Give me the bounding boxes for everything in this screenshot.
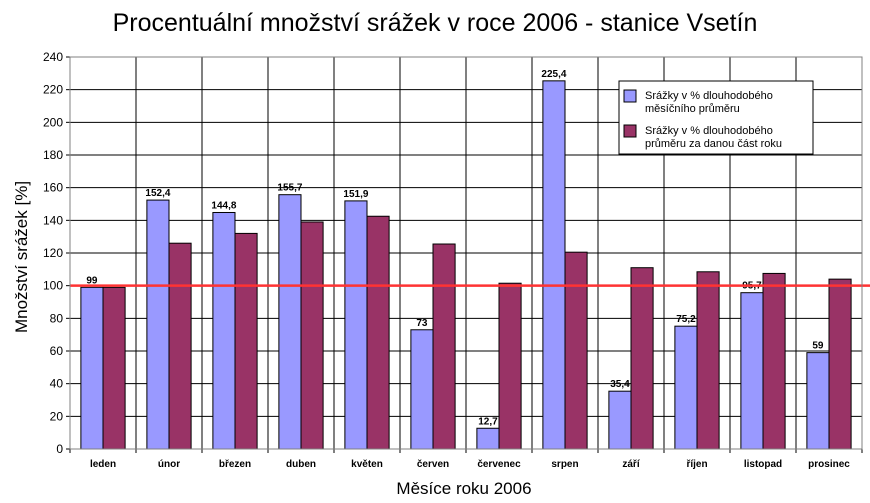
bar-series-1-červen bbox=[410, 329, 434, 450]
data-label: 59 bbox=[812, 341, 824, 352]
bar-series-2-srpen bbox=[564, 251, 588, 450]
bar-series-2-prosinec bbox=[828, 278, 852, 450]
bar-series-1-květen bbox=[344, 200, 368, 450]
y-tick-label: 140 bbox=[43, 213, 63, 227]
data-label: 73 bbox=[416, 318, 428, 329]
legend-label: Srážky v % dlouhodobého bbox=[645, 125, 773, 137]
y-tick-label: 20 bbox=[50, 409, 64, 423]
bar-series-2-duben bbox=[300, 221, 324, 450]
x-tick-label: prosinec bbox=[808, 459, 850, 470]
bar-series-2-leden bbox=[102, 286, 126, 450]
x-tick-label: duben bbox=[286, 459, 316, 470]
x-tick-label: červen bbox=[417, 459, 449, 470]
x-tick-label: listopad bbox=[744, 459, 782, 470]
y-tick-label: 220 bbox=[43, 83, 63, 97]
bar-series-1-srpen bbox=[542, 80, 566, 450]
x-tick-label: říjen bbox=[686, 459, 707, 470]
y-axis-title: Množství srážek [%] bbox=[12, 181, 31, 333]
x-tick-label: září bbox=[622, 459, 640, 470]
chart-title: Procentuální množství srážek v roce 2006… bbox=[113, 9, 758, 37]
bar-series-1-prosinec bbox=[806, 352, 830, 450]
bar-series-1-říjen bbox=[674, 325, 698, 450]
x-axis-title: Měsíce roku 2006 bbox=[396, 479, 531, 498]
bar-series-1-listopad bbox=[740, 292, 764, 450]
bar-series-1-leden bbox=[80, 286, 104, 450]
x-tick-label: červenec bbox=[477, 459, 521, 470]
legend-label: Srážky v % dlouhodobého bbox=[645, 90, 773, 102]
bar-series-2-září bbox=[630, 267, 654, 450]
data-label: 99 bbox=[86, 275, 98, 286]
legend-swatch-series-2 bbox=[623, 124, 637, 138]
y-tick-label: 180 bbox=[43, 148, 63, 162]
data-label: 225,4 bbox=[541, 69, 566, 80]
legend-swatch-series-1 bbox=[623, 89, 637, 103]
bar-series-2-květen bbox=[366, 215, 390, 450]
legend-label: měsíčního průměru bbox=[645, 103, 740, 115]
y-tick-label: 200 bbox=[43, 115, 63, 129]
data-label: 12,7 bbox=[478, 416, 498, 427]
data-label: 151,9 bbox=[343, 189, 368, 200]
bar-series-2-listopad bbox=[762, 272, 786, 450]
bar-series-1-březen bbox=[212, 211, 236, 450]
bar-series-2-červen bbox=[432, 243, 456, 450]
bar-series-2-březen bbox=[234, 232, 258, 450]
bar-series-2-únor bbox=[168, 242, 192, 450]
bar-series-2-říjen bbox=[696, 271, 720, 450]
plot-frame bbox=[69, 56, 863, 450]
y-tick-label: 80 bbox=[50, 311, 64, 325]
x-tick-label: únor bbox=[158, 459, 180, 470]
y-tick-label: 120 bbox=[43, 246, 63, 260]
x-tick-label: srpen bbox=[551, 459, 578, 470]
legend-label: průměru za danou část roku bbox=[645, 138, 782, 150]
y-tick-label: 40 bbox=[50, 377, 64, 391]
data-label: 35,4 bbox=[610, 379, 630, 390]
y-tick-label: 0 bbox=[56, 442, 63, 456]
data-label: 75,2 bbox=[676, 314, 696, 325]
y-tick-label: 100 bbox=[43, 279, 63, 293]
legend-box bbox=[618, 80, 814, 155]
x-tick-label: leden bbox=[90, 459, 116, 470]
bar-series-1-únor bbox=[146, 199, 170, 450]
bar-series-1-duben bbox=[278, 194, 302, 450]
y-tick-label: 60 bbox=[50, 344, 64, 358]
bar-series-1-září bbox=[608, 390, 632, 450]
data-label: 152,4 bbox=[145, 188, 170, 199]
y-tick-label: 240 bbox=[43, 50, 63, 64]
data-label: 155,7 bbox=[277, 183, 302, 194]
x-tick-label: květen bbox=[351, 459, 383, 470]
bar-series-2-červenec bbox=[498, 282, 522, 450]
bar-series-1-červenec bbox=[476, 427, 500, 450]
x-tick-label: březen bbox=[219, 459, 251, 470]
data-label: 144,8 bbox=[211, 200, 236, 211]
y-tick-label: 160 bbox=[43, 181, 63, 195]
